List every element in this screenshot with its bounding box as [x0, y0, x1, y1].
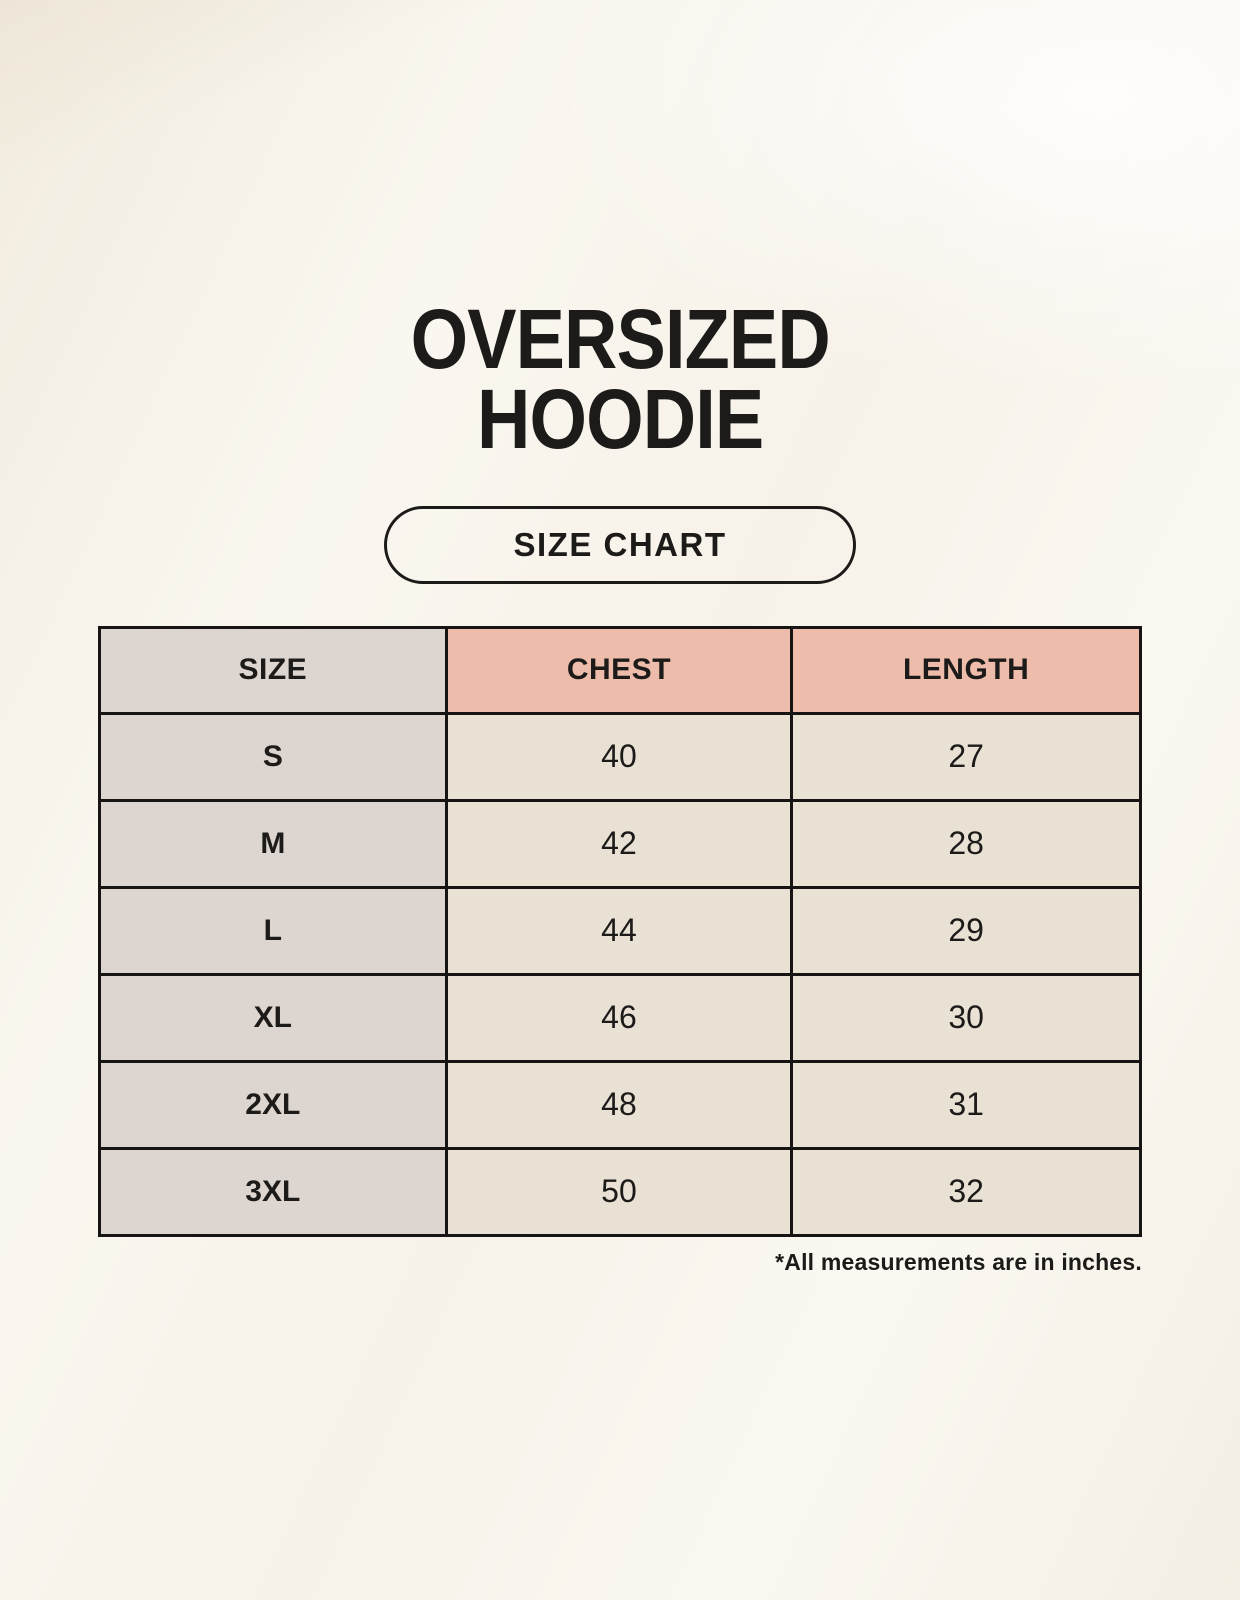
page-title-line2: HOODIE	[476, 371, 764, 466]
column-header-chest: CHEST	[444, 625, 794, 715]
size-chart-badge-label: SIZE CHART	[513, 525, 727, 563]
length-value: 27	[790, 711, 1142, 802]
length-value: 29	[790, 885, 1142, 976]
size-chart-table-container: SIZE CHEST LENGTH S 40 27 M 42 28 L	[98, 625, 1142, 1237]
length-value: 32	[790, 1146, 1142, 1237]
measurement-unit-note: *All measurements are in inches.	[775, 1248, 1142, 1275]
table-row: XL 46 30	[98, 972, 1142, 1063]
chest-value: 44	[444, 885, 794, 976]
chest-value: 42	[444, 798, 794, 889]
size-value: 2XL	[98, 1059, 448, 1150]
chest-value: 40	[444, 711, 794, 802]
column-header-length: LENGTH	[790, 625, 1142, 715]
length-value: 31	[790, 1059, 1142, 1150]
table-row: L 44 29	[98, 885, 1142, 976]
column-header-size: SIZE	[98, 625, 448, 715]
size-value: 3XL	[98, 1146, 448, 1237]
size-value: M	[98, 798, 448, 889]
size-value: L	[98, 885, 448, 976]
chest-value: 50	[444, 1146, 794, 1237]
table-row: M 42 28	[98, 798, 1142, 889]
page-title-line1: OVERSIZED	[410, 292, 830, 386]
size-chart-badge[interactable]: SIZE CHART	[384, 505, 856, 584]
chest-value: 48	[444, 1059, 794, 1150]
length-value: 28	[790, 798, 1142, 889]
page-title: OVERSIZED HOODIE	[410, 292, 830, 466]
size-value: S	[98, 711, 448, 802]
length-value: 30	[790, 972, 1142, 1063]
chest-value: 46	[444, 972, 794, 1063]
table-row: 3XL 50 32	[98, 1146, 1142, 1237]
table-row: 2XL 48 31	[98, 1059, 1142, 1150]
table-header-row: SIZE CHEST LENGTH	[98, 625, 1142, 715]
size-chart-table: SIZE CHEST LENGTH S 40 27 M 42 28 L	[98, 625, 1142, 1237]
size-value: XL	[98, 972, 448, 1063]
table-row: S 40 27	[98, 711, 1142, 802]
